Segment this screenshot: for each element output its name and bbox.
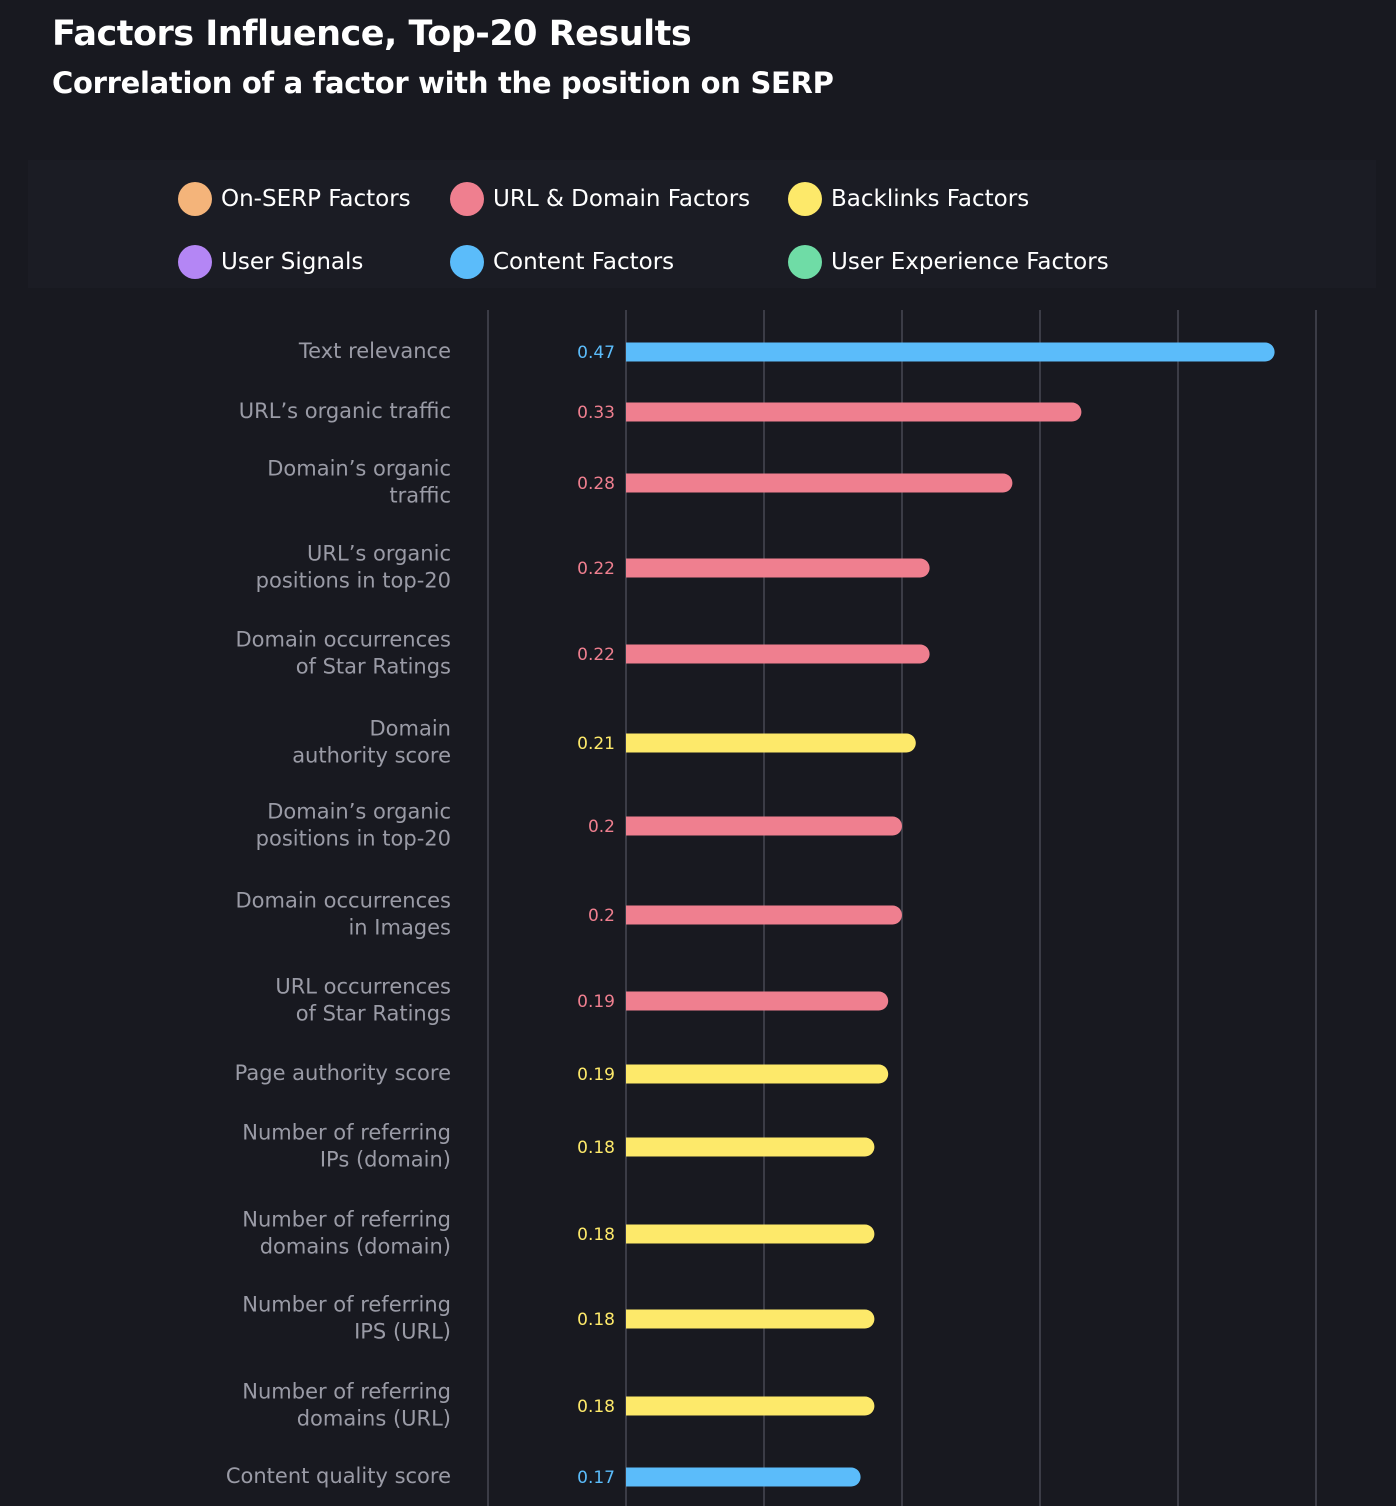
legend-swatch-content — [450, 245, 484, 279]
category-label: Domain authority score — [292, 717, 451, 768]
category-label-line: IPS (URL) — [354, 1320, 451, 1344]
category-label-line: Number of referring — [242, 1208, 451, 1232]
category-label: Domain’s organic traffic — [267, 457, 451, 508]
category-label-line: Domain’s organic — [267, 800, 451, 824]
bar — [626, 473, 1013, 493]
category-label-line: traffic — [389, 484, 451, 508]
bar — [626, 402, 1082, 422]
bar — [626, 905, 903, 925]
legend-label: Content Factors — [493, 249, 675, 275]
category-label: URL’s organic traffic — [239, 399, 451, 423]
legend-swatch-on-serp — [178, 182, 212, 216]
category-label-line: of Star Ratings — [296, 655, 451, 679]
category-label-line: Number of referring — [242, 1380, 451, 1404]
category-label: Number of referring domains (domain) — [242, 1208, 451, 1259]
bar-value-label: 0.17 — [577, 1468, 615, 1488]
bar — [626, 1467, 861, 1487]
legend: On-SERP Factors URL & Domain Factors Bac… — [28, 160, 1376, 288]
bar-value-label: 0.18 — [577, 1138, 615, 1158]
bar-value-label: 0.19 — [577, 992, 615, 1012]
bar — [626, 558, 930, 578]
legend-label: Backlinks Factors — [831, 186, 1030, 212]
category-label-line: in Images — [348, 916, 451, 940]
category-label-line: Page authority score — [235, 1061, 451, 1085]
category-label-line: domains (domain) — [260, 1235, 451, 1259]
legend-item-user-signals: User Signals — [178, 244, 363, 280]
category-label-line: URL’s organic traffic — [239, 399, 451, 423]
category-label: Text relevance — [298, 339, 451, 363]
category-label-line: positions in top-20 — [256, 827, 451, 851]
category-label-line: domains (URL) — [297, 1407, 451, 1431]
bar-value-label: 0.47 — [577, 343, 615, 363]
category-label-line: authority score — [292, 744, 451, 768]
category-label-line: Domain — [370, 717, 452, 741]
category-label-line: URL’s organic — [307, 542, 451, 566]
legend-swatch-user-signals — [178, 245, 212, 279]
bar-value-label: 0.28 — [577, 474, 615, 494]
bar-value-label: 0.18 — [577, 1310, 615, 1330]
bar — [626, 342, 1275, 362]
category-label-line: of Star Ratings — [296, 1002, 451, 1026]
category-label: Domain’s organic positions in top-20 — [256, 800, 451, 851]
category-label: URL occurrences of Star Ratings — [275, 975, 451, 1026]
bar-value-label: 0.18 — [577, 1225, 615, 1245]
category-label: Page authority score — [235, 1061, 451, 1085]
legend-label: User Signals — [221, 249, 364, 275]
category-label-line: Text relevance — [298, 339, 451, 363]
bar-value-label: 0.19 — [577, 1065, 615, 1085]
category-label-line: Domain’s organic — [267, 457, 451, 481]
category-label-line: positions in top-20 — [256, 569, 451, 593]
bar-value-label: 0.22 — [577, 645, 615, 665]
category-label-line: IPs (domain) — [320, 1148, 451, 1172]
bar — [626, 816, 903, 836]
bar-value-label: 0.18 — [577, 1397, 615, 1417]
legend-item-url-domain: URL & Domain Factors — [450, 181, 750, 217]
bar-value-label: 0.21 — [577, 734, 615, 754]
bar — [626, 991, 889, 1011]
legend-swatch-url-domain — [450, 182, 484, 216]
legend-item-content: Content Factors — [450, 244, 674, 280]
category-label-line: Number of referring — [242, 1293, 451, 1317]
bar-value-label: 0.2 — [588, 817, 615, 837]
category-label: Number of referring IPs (domain) — [242, 1121, 451, 1172]
legend-item-on-serp: On-SERP Factors — [178, 181, 411, 217]
category-label: Domain occurrences of Star Ratings — [236, 628, 452, 679]
chart-subtitle: Correlation of a factor with the positio… — [52, 66, 834, 100]
bar — [626, 1224, 875, 1244]
chart-title: Factors Influence, Top-20 Results — [52, 14, 692, 54]
category-label: URL’s organic positions in top-20 — [256, 542, 451, 593]
bar — [626, 733, 916, 753]
category-label: Content quality score — [226, 1464, 451, 1488]
bar — [626, 1064, 889, 1084]
legend-item-backlinks: Backlinks Factors — [788, 181, 1029, 217]
bar — [626, 1309, 875, 1329]
category-label: Number of referring IPS (URL) — [242, 1293, 451, 1344]
legend-item-user-experience: User Experience Factors — [788, 244, 1109, 280]
category-label: Number of referring domains (URL) — [242, 1380, 451, 1431]
bar-value-label: 0.33 — [577, 403, 615, 423]
bar-value-label: 0.22 — [577, 559, 615, 579]
category-label-line: Content quality score — [226, 1464, 451, 1488]
legend-label: URL & Domain Factors — [493, 186, 751, 212]
bar — [626, 1396, 875, 1416]
category-label-line: Domain occurrences — [236, 889, 452, 913]
category-label-line: Domain occurrences — [236, 628, 452, 652]
category-label-line: Number of referring — [242, 1121, 451, 1145]
legend-label: User Experience Factors — [831, 249, 1109, 275]
legend-swatch-backlinks — [788, 182, 822, 216]
legend-swatch-user-experience — [788, 245, 822, 279]
bar-value-label: 0.2 — [588, 906, 615, 926]
category-label-line: URL occurrences — [275, 975, 451, 999]
bar — [626, 644, 930, 664]
bar — [626, 1137, 875, 1157]
category-label: Domain occurrences in Images — [236, 889, 452, 940]
legend-label: On-SERP Factors — [221, 186, 411, 212]
